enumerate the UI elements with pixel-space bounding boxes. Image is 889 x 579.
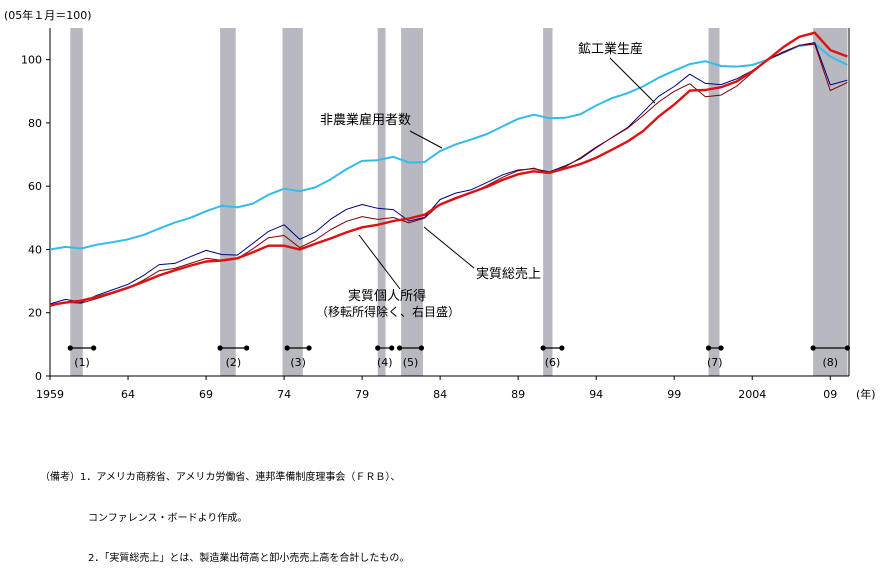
recession-band-7: [708, 28, 720, 376]
recession-marker-start: [705, 345, 712, 351]
x-tick-label: 2004: [738, 388, 766, 401]
chart-canvas: 0 20 40 60 80 100 (05年１月＝100) 1959 64 69 74 79 84 89 9…: [4, 8, 876, 401]
annotation-leader-4: [358, 234, 401, 290]
x-tick-label: 74: [277, 388, 291, 401]
recession-marker-end: [844, 345, 851, 351]
series-lines: [49, 31, 848, 307]
recession-marker-end: [244, 345, 250, 351]
y-tick-label: 80: [28, 117, 42, 130]
recession-marker-start: [67, 345, 73, 351]
x-tick-label: 94: [589, 388, 603, 401]
annotation-1: 鉱工業生産: [578, 41, 643, 57]
series-line-非農業雇用者数: [49, 42, 848, 251]
y-tick-label: 0: [35, 370, 42, 383]
recession-marker-end: [389, 345, 395, 351]
recession-band-6: [543, 28, 553, 376]
recession-marker-start: [284, 345, 290, 351]
recession-label-1: (1): [74, 356, 90, 369]
annotation-2: 非農業雇用者数: [320, 112, 411, 128]
recession-band-8: [813, 28, 848, 376]
recession-markers: (1) (2) (3) (4) (5) (6) (7) (8): [67, 345, 851, 369]
recession-band-2: [220, 28, 236, 376]
x-tick-label: 84: [433, 388, 447, 401]
recession-band-5: [401, 28, 423, 376]
annotation-4: 実質個人所得: [348, 288, 426, 304]
recession-marker-start: [540, 345, 546, 351]
y-tick-label: 100: [21, 54, 42, 67]
annotation-leader-1: [609, 57, 656, 104]
recession-marker-end: [559, 345, 565, 351]
x-tick-label: 79: [355, 388, 369, 401]
recession-label-3: (3): [290, 356, 306, 369]
annotation-leader-3: [423, 226, 475, 269]
recession-marker-end: [418, 345, 425, 351]
recession-band-1: [70, 28, 83, 376]
recession-marker-end: [718, 345, 724, 351]
recession-marker-start: [375, 345, 381, 351]
series-line-実質個人所得: [49, 31, 848, 307]
recession-label-2: (2): [226, 356, 242, 369]
annotation-5: （移転所得除く、右目盛）: [316, 304, 460, 319]
note-line-2: コンファレンス・ボードより作成。: [88, 512, 248, 524]
notes: （備考）1．アメリカ商務省、アメリカ労働省、連邦準備制度理事会（ＦＲＢ）、 コン…: [40, 444, 409, 579]
x-tick-label: 69: [199, 388, 213, 401]
annotation-leader-2: [409, 130, 443, 149]
x-unit-label: (年): [856, 387, 876, 401]
series-line-鉱工業生産: [49, 42, 848, 305]
note-line-3: 2．「実質総売上」とは、製造業出荷高と卸小売売上高を合計したもの。: [88, 553, 410, 564]
x-tick-label: 1959: [36, 388, 64, 401]
y-unit-label: (05年１月＝100): [4, 8, 92, 22]
recession-marker-end: [306, 345, 312, 351]
x-tick-label: 99: [667, 388, 681, 401]
y-tick-label: 20: [28, 307, 42, 320]
recession-band-3: [282, 28, 303, 376]
recession-marker-start: [396, 345, 403, 351]
axes: 0 20 40 60 80 100 (05年１月＝100) 1959 64 69 74 79 84 89 9…: [4, 8, 876, 401]
annotation-3: 実質総売上: [476, 266, 541, 282]
recession-label-8: (8): [822, 356, 838, 369]
recession-marker-start: [810, 345, 816, 351]
recession-band-4: [377, 28, 386, 376]
recession-marker-start: [217, 345, 223, 351]
note-line-1: （備考）1．アメリカ商務省、アメリカ労働省、連邦準備制度理事会（ＦＲＢ）、: [40, 472, 401, 483]
recession-label-6: (6): [545, 356, 561, 369]
y-tick-label: 40: [28, 243, 42, 256]
recession-label-7: (7): [707, 356, 723, 369]
recession-label-4: (4): [377, 356, 393, 369]
recession-bands: [70, 28, 848, 376]
recession-marker-end: [91, 345, 97, 351]
x-tick-label: 09: [823, 388, 837, 401]
y-tick-label: 60: [28, 180, 42, 193]
recession-label-5: (5): [403, 356, 419, 369]
x-tick-label: 89: [511, 388, 525, 401]
x-tick-label: 64: [121, 388, 135, 401]
